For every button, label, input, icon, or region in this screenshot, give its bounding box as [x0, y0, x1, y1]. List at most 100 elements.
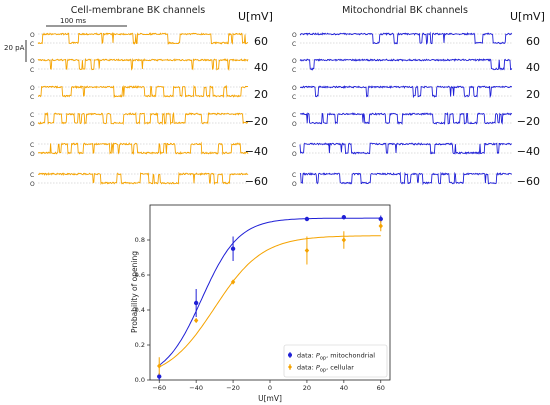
right-trace-row: CO −40	[292, 142, 540, 158]
left-trace-row: OC 60	[30, 32, 268, 48]
x-tick-label: −60	[152, 384, 166, 392]
right-trace-row: OC 60	[292, 31, 540, 48]
x-tick-label: −40	[189, 384, 203, 392]
left-trace-waveform	[37, 32, 249, 45]
left-unit-label: U[mV]	[238, 10, 273, 23]
left-state-label-bottom: O	[30, 181, 35, 188]
left-state-label-top: C	[30, 142, 34, 149]
right-state-label-top: C	[292, 112, 296, 119]
data-point	[378, 223, 383, 229]
left-state-label-top: C	[30, 112, 34, 119]
data-point	[157, 374, 162, 379]
right-trace-row: OC 20	[292, 85, 540, 101]
chart-legend: data: Pop, mitochondrial data: Pop, cellu…	[283, 344, 388, 378]
data-point	[230, 246, 236, 251]
left-state-label-top: O	[30, 58, 35, 65]
left-state-label-top: C	[30, 172, 34, 179]
right-voltage-label: 20	[526, 88, 540, 101]
legend-entry: data: Pop, cellular	[297, 364, 354, 374]
chart-axes: −60 −40 −20 0 20 40 60 0.0 0.2 0.4 0.6 0.8	[135, 236, 385, 392]
right-panel-title: Mitochondrial BK channels	[342, 5, 468, 16]
x-axis-label: U[mV]	[258, 394, 282, 403]
right-trace-waveform	[299, 58, 513, 71]
data-point	[304, 247, 310, 254]
right-state-label-top: O	[292, 58, 297, 65]
legend-marker	[288, 364, 292, 370]
data-point	[304, 216, 310, 222]
x-tick-label: 20	[303, 384, 311, 392]
left-state-label-bottom: C	[30, 94, 34, 101]
right-state-label-top: C	[292, 172, 296, 179]
data-point	[193, 300, 199, 306]
left-trace-waveform	[37, 141, 249, 156]
left-trace-row: CO −20	[30, 111, 268, 128]
right-voltage-label: −60	[517, 175, 540, 188]
left-trace-waveform	[37, 111, 249, 126]
legend-entry: data: Pop, mitochondrial	[297, 352, 375, 362]
y-tick-label: 0.0	[135, 376, 145, 384]
data-point	[378, 216, 383, 222]
right-trace-waveform	[299, 111, 513, 126]
data-points	[157, 215, 383, 380]
left-panel-title: Cell-membrane BK channels	[71, 5, 206, 16]
left-state-label-bottom: O	[30, 121, 35, 128]
right-state-label-top: O	[292, 85, 297, 92]
legend-marker	[288, 353, 292, 357]
right-trace-row: CO −60	[292, 171, 540, 188]
left-voltage-label: 20	[254, 88, 268, 101]
left-trace-waveform	[38, 171, 249, 186]
y-tick-label: 0.4	[135, 306, 145, 314]
right-state-label-bottom: C	[292, 94, 296, 101]
x-tick-label: 0	[268, 384, 272, 392]
left-trace-row: CO −60	[30, 171, 268, 188]
left-state-label-bottom: C	[30, 41, 34, 48]
right-voltage-label: 60	[526, 35, 540, 48]
left-voltage-label: −60	[245, 175, 268, 188]
left-trace-row: OC 20	[30, 84, 268, 101]
y-tick-label: 0.2	[135, 341, 145, 349]
left-state-label-top: O	[30, 32, 35, 39]
x-tick-label: 40	[340, 384, 348, 392]
left-trace-row: CO −40	[30, 141, 268, 158]
legend-box	[283, 344, 388, 378]
y-tick-label: 0.6	[135, 271, 145, 279]
right-trace-waveform	[300, 85, 513, 99]
right-trace-waveform	[299, 171, 513, 186]
right-trace-row: CO −20	[292, 111, 540, 128]
data-point	[341, 215, 347, 220]
fit-curve	[158, 217, 381, 366]
right-unit-label: U[mV]	[510, 10, 545, 23]
left-trace-row: OC 40	[30, 57, 268, 74]
left-trace-waveform	[38, 84, 249, 99]
left-state-label-bottom: O	[30, 151, 35, 158]
right-state-label-top: C	[292, 142, 296, 149]
right-voltage-label: −40	[517, 145, 540, 158]
data-point	[157, 363, 162, 369]
right-voltage-label: −20	[517, 115, 540, 128]
right-state-label-top: O	[292, 32, 297, 39]
left-trace-waveform	[37, 57, 249, 71]
right-state-label-bottom: O	[292, 121, 297, 128]
time-scale-label: 100 ms	[60, 17, 86, 25]
right-state-label-bottom: C	[292, 67, 296, 74]
right-state-label-bottom: C	[292, 41, 296, 48]
right-trace-waveform	[299, 142, 512, 155]
y-tick-label: 0.8	[135, 236, 145, 244]
left-voltage-label: 40	[254, 61, 268, 74]
data-point	[230, 279, 236, 285]
left-voltage-label: 60	[254, 35, 268, 48]
data-point	[341, 237, 347, 243]
x-tick-label: −20	[226, 384, 240, 392]
left-state-label-top: O	[30, 85, 35, 92]
right-voltage-label: 40	[526, 61, 540, 74]
right-trace-waveform	[299, 31, 513, 45]
left-voltage-label: −20	[245, 115, 268, 128]
right-state-label-bottom: O	[292, 151, 297, 158]
probability-chart: −60 −40 −20 0 20 40 60 0.0 0.2 0.4 0.6 0.8 U[mV] Pr…	[130, 204, 391, 403]
left-voltage-label: −40	[245, 145, 268, 158]
fit-curves	[158, 217, 381, 368]
right-state-label-bottom: O	[292, 181, 297, 188]
